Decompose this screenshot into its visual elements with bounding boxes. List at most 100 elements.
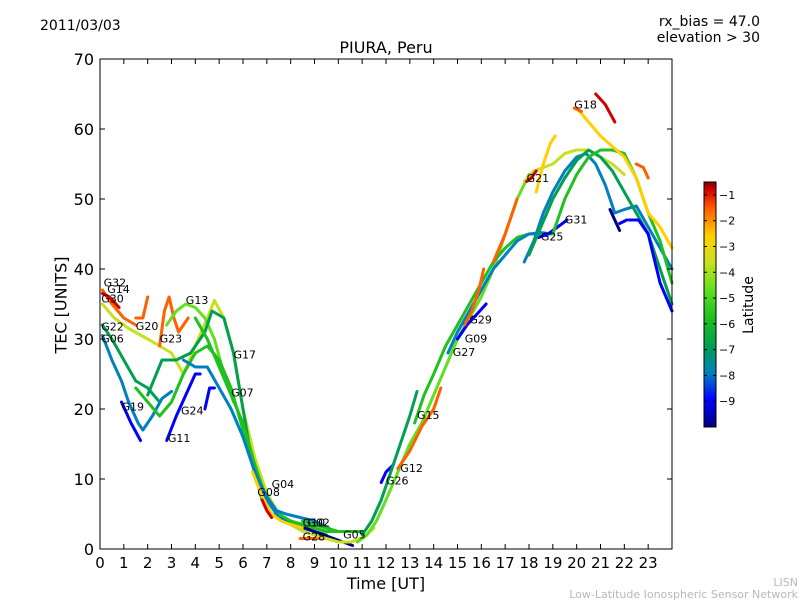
series-g18 — [575, 106, 674, 250]
y-axis: 0 10 20 30 40 50 60 70 — [74, 50, 672, 559]
series-g02 — [301, 519, 364, 533]
x-tick-label: 13 — [400, 554, 419, 572]
sat-label-g22: G22 — [101, 321, 124, 334]
sat-label-g13: G13 — [186, 294, 209, 307]
series-g18r — [594, 92, 617, 124]
series-g10 — [181, 358, 328, 537]
sat-label-g26: G26 — [386, 475, 409, 488]
series-g20 — [134, 295, 150, 320]
colorbar-tick-label: −3 — [719, 240, 735, 253]
x-tick-label: 23 — [639, 554, 658, 572]
sat-label-g12: G12 — [400, 462, 423, 475]
x-tick-label: 2 — [143, 554, 153, 572]
y-tick-label: 30 — [74, 330, 94, 349]
x-tick-label: 16 — [472, 554, 491, 572]
colorbar-tick-label: −9 — [719, 395, 735, 408]
series-g14 — [100, 292, 121, 309]
x-tick-label: 4 — [191, 554, 201, 572]
colorbar-tick-label: −2 — [719, 215, 735, 228]
colorbar-tick-label: −7 — [719, 344, 735, 357]
sat-label-g21: G21 — [527, 172, 550, 185]
sat-label-g07: G07 — [231, 386, 254, 399]
sat-label-g24: G24 — [181, 405, 204, 418]
x-tick-label: 6 — [238, 554, 248, 572]
x-tick-label: 20 — [567, 554, 586, 572]
y-tick-label: 40 — [74, 260, 94, 279]
y-tick-label: 50 — [74, 190, 94, 209]
sat-label-g23: G23 — [160, 333, 183, 346]
colorbar-tick-label: −6 — [719, 318, 735, 331]
series-g21r — [525, 169, 538, 183]
series-g34 — [551, 148, 674, 285]
elevation-label: elevation > 30 — [656, 30, 760, 46]
series-g12 — [396, 386, 443, 470]
series-g19 — [120, 400, 142, 442]
y-axis-label: TEC [UNITS] — [51, 256, 71, 354]
x-tick-label: 7 — [262, 554, 272, 572]
x-tick-label: 17 — [496, 554, 515, 572]
x-tick-label: 11 — [353, 554, 372, 572]
sat-label-g08: G08 — [257, 486, 280, 499]
series-g31 — [522, 152, 674, 271]
x-tick-label: 14 — [424, 554, 443, 572]
x-axis: 0 1 2 3 4 5 6 7 8 9 10 11 12 13 14 15 16 17 18 19 20 21 22 23 — [95, 59, 658, 572]
sat-label-g31: G31 — [565, 214, 588, 227]
colorbar-label: Latitude — [741, 276, 757, 334]
colorbar-tick-label: −4 — [719, 266, 735, 279]
sat-label-g10: G10 — [303, 517, 326, 530]
colorbar-ticks: −9 −8 −7 −6 −5 −4 −3 −2 −1 — [704, 189, 735, 408]
y-tick-label: 60 — [74, 120, 94, 139]
series-g21b — [522, 148, 626, 183]
x-tick-label: 15 — [448, 554, 467, 572]
sat-label-g17: G17 — [234, 349, 257, 362]
sat-label-g14: G14 — [107, 283, 130, 296]
series-g23 — [158, 295, 190, 348]
series-g11b — [203, 386, 216, 411]
y-tick-label: 0 — [84, 540, 94, 559]
chart-title: PIURA, Peru — [339, 38, 433, 57]
series-layer — [100, 92, 674, 547]
x-tick-label: 10 — [329, 554, 348, 572]
x-tick-label: 21 — [591, 554, 610, 572]
x-tick-label: 18 — [519, 554, 538, 572]
x-tick-label: 22 — [615, 554, 634, 572]
y-tick-label: 70 — [74, 50, 94, 69]
x-tick-label: 5 — [214, 554, 224, 572]
sat-label-g20: G20 — [136, 320, 159, 333]
sat-label-g19: G19 — [122, 400, 145, 413]
colorbar-tick-label: −1 — [719, 189, 735, 202]
y-tick-label: 20 — [74, 400, 94, 419]
sat-label-g05: G05 — [343, 529, 366, 542]
series-g21c — [534, 134, 557, 194]
series-g09 — [456, 302, 488, 341]
credit-long: Low-Latitude Ionospheric Sensor Network — [569, 588, 798, 601]
series-g06 — [100, 334, 173, 432]
sat-label-g04: G04 — [272, 478, 295, 491]
x-tick-label: 9 — [310, 554, 320, 572]
series-g29 — [463, 267, 486, 327]
sat-label-g18: G18 — [574, 99, 597, 112]
colorbar — [703, 181, 717, 428]
colorbar-tick-label: −5 — [719, 292, 735, 305]
series-g26 — [355, 173, 531, 544]
y-tick-label: 10 — [74, 470, 94, 489]
rx-bias-label: rx_bias = 47.0 — [658, 14, 760, 30]
x-tick-label: 3 — [167, 554, 177, 572]
x-tick-label: 19 — [543, 554, 562, 572]
series-g18b — [572, 106, 583, 113]
x-tick-label: 1 — [119, 554, 129, 572]
sat-label-g28: G28 — [303, 531, 326, 544]
sat-label-g30: G30 — [101, 293, 124, 306]
sat-label-g29: G29 — [469, 314, 492, 327]
series-g11 — [165, 372, 202, 442]
sat-label-g06: G06 — [101, 333, 124, 346]
sat-label-g15: G15 — [417, 409, 440, 422]
sat-label-g11: G11 — [168, 432, 191, 445]
colorbar-tick-label: −8 — [719, 369, 735, 382]
sat-label-g27: G27 — [453, 346, 476, 359]
series-g08r — [260, 498, 274, 519]
series-g04 — [246, 449, 331, 530]
sat-label-g25: G25 — [541, 230, 564, 243]
